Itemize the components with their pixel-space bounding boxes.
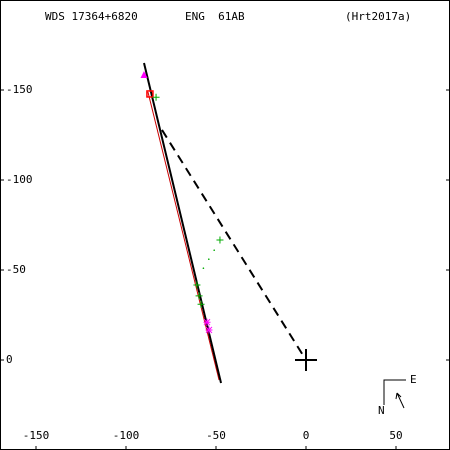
orbit-line bbox=[143, 62, 223, 384]
plus-marker bbox=[216, 236, 224, 244]
dot-marker bbox=[202, 267, 205, 270]
node-line bbox=[161, 129, 307, 361]
header-disc: ENG 61AB bbox=[185, 10, 245, 23]
dot-marker bbox=[208, 258, 210, 261]
compass-axes bbox=[383, 379, 406, 405]
header-wds: WDS 17364+6820 bbox=[45, 10, 138, 23]
square-marker bbox=[146, 90, 154, 98]
header-ref: (Hrt2017a) bbox=[345, 10, 411, 23]
y-tick-label: -150 bbox=[6, 83, 33, 96]
compass-east: E bbox=[410, 373, 417, 386]
triangle-marker bbox=[140, 71, 148, 79]
compass-north: N bbox=[378, 404, 385, 417]
plus-marker bbox=[195, 292, 203, 300]
y-tick-label: -100 bbox=[6, 173, 33, 186]
compass-arrow bbox=[395, 392, 405, 409]
dot-marker bbox=[213, 249, 215, 251]
primary-marker bbox=[295, 349, 317, 371]
x-tick-label: 0 bbox=[303, 429, 310, 442]
plus-marker bbox=[193, 281, 201, 289]
y-tick-label: -50 bbox=[6, 263, 26, 276]
x-tick-label: 50 bbox=[389, 429, 402, 442]
x-tick-label: -150 bbox=[23, 429, 50, 442]
star-marker bbox=[203, 318, 211, 326]
plus-marker bbox=[197, 300, 205, 308]
plus-marker bbox=[152, 93, 160, 101]
x-tick-label: -100 bbox=[113, 429, 140, 442]
y-tick-label: 0 bbox=[6, 353, 13, 366]
orbit-line bbox=[147, 91, 220, 381]
x-tick-label: -50 bbox=[206, 429, 226, 442]
star-marker bbox=[205, 326, 213, 334]
